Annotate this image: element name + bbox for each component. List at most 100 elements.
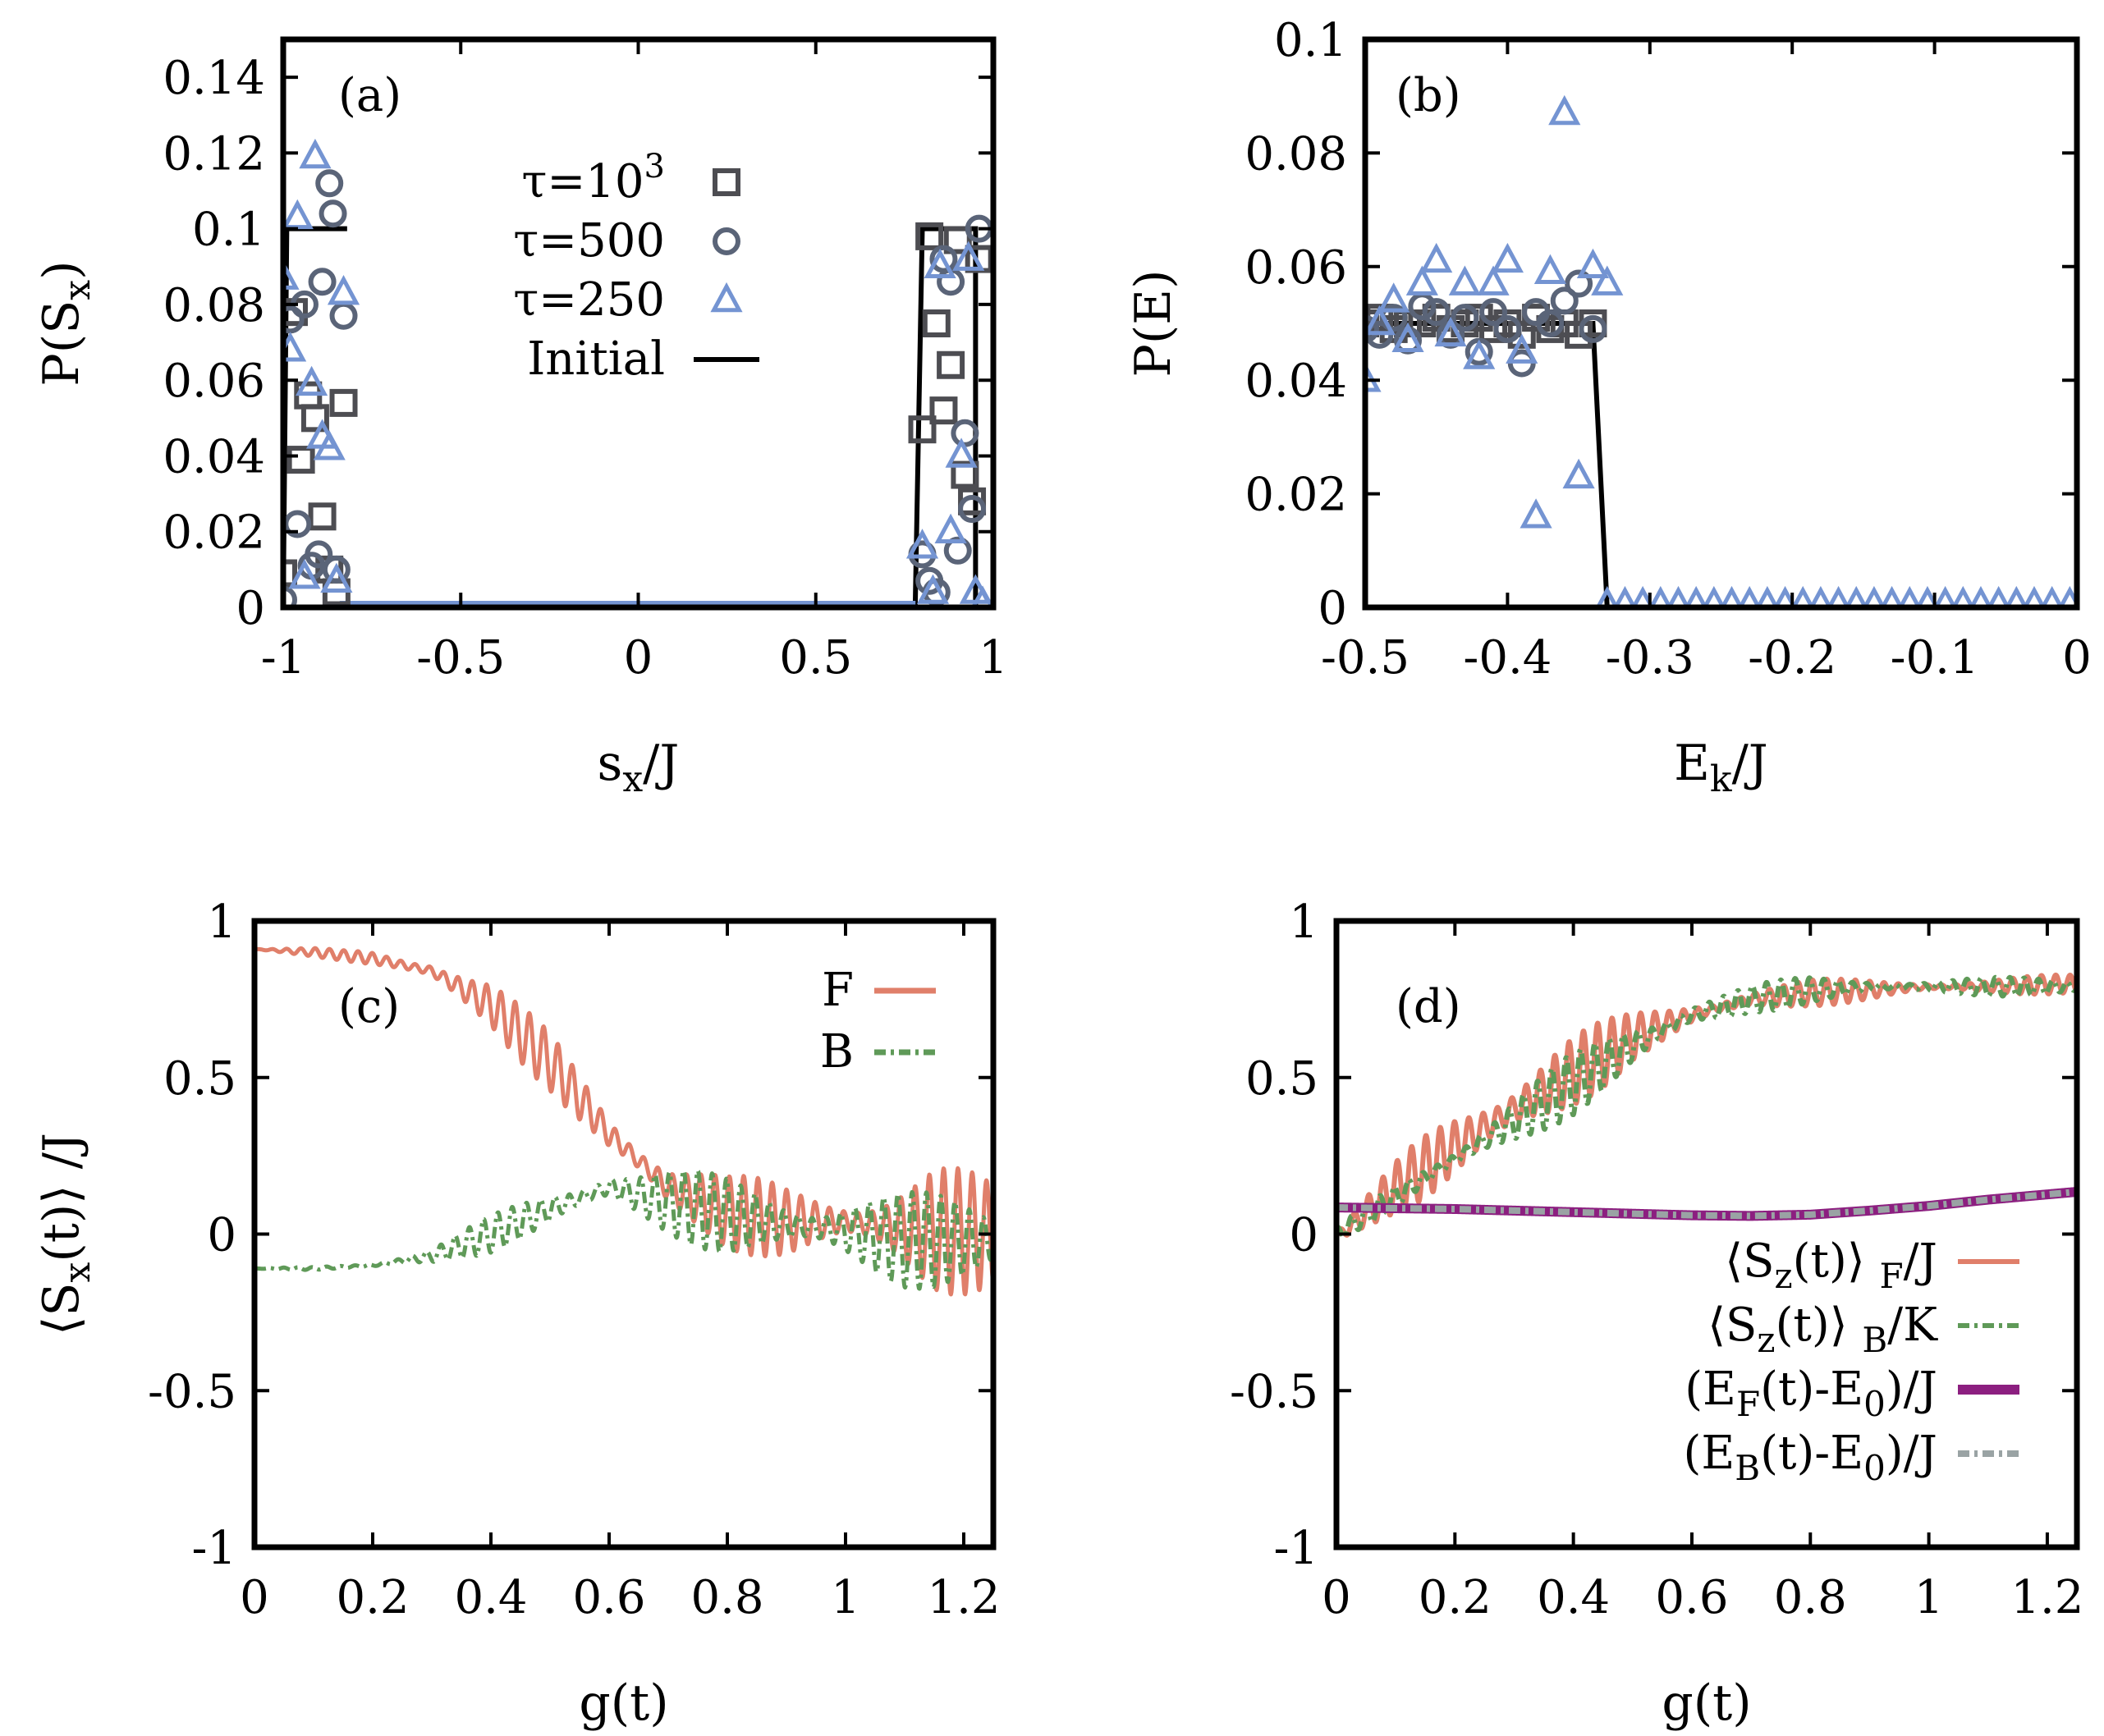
series-line xyxy=(254,1168,993,1291)
data-point xyxy=(1391,322,1424,353)
y-tick-label: 0.04 xyxy=(1245,355,1347,408)
data-point xyxy=(1491,242,1524,273)
y-axis-label: P(E) xyxy=(1125,270,1182,378)
y-tick-label: 0.04 xyxy=(163,430,265,483)
data-point xyxy=(320,562,353,593)
data-point xyxy=(283,259,300,290)
x-tick-label: 0 xyxy=(240,1571,269,1624)
zero-marker xyxy=(1648,585,1672,607)
y-tick-label: 0.1 xyxy=(192,204,265,257)
data-point xyxy=(1493,314,1522,343)
y-tick-label: 0.14 xyxy=(163,52,265,105)
data-point xyxy=(308,502,337,531)
data-point xyxy=(283,199,314,230)
data-point xyxy=(929,396,958,425)
legend-swatch xyxy=(713,227,740,255)
data-point xyxy=(943,226,972,254)
y-tick-label: 0.02 xyxy=(1245,469,1347,522)
x-tick-label: -0.1 xyxy=(1891,631,1979,685)
legend: ⟨Sz(t)⟩ F/J⟨Sz(t)⟩ B/K(EF(t)-E0)/J(EB(t)… xyxy=(1683,1234,2019,1488)
x-tick-label: -1 xyxy=(261,631,306,685)
data-point xyxy=(308,268,337,296)
plot-frame xyxy=(251,918,997,1550)
series-triangle xyxy=(1365,94,1624,529)
data-point xyxy=(1377,282,1410,313)
y-tick-label: 0 xyxy=(1318,582,1347,635)
x-tick-label: -0.5 xyxy=(416,631,505,685)
x-tick-label: 0.6 xyxy=(1655,1571,1728,1624)
y-tick-label: -0.5 xyxy=(148,1365,236,1418)
zero-marker xyxy=(1845,585,1868,607)
plot-frame xyxy=(1333,918,2080,1550)
data-point xyxy=(313,430,346,460)
y-axis-label: ⟨Sx(t)⟩ /J xyxy=(33,1133,99,1335)
x-tick-label: 1.2 xyxy=(2010,1571,2083,1624)
data-point xyxy=(1565,269,1593,298)
panel-c: 0 0.2 0.4 0.6 0.8 1 1.2 -1 -0.5 0 0.5 1 g(t) ⟨Sx(t)⟩ … xyxy=(33,895,1001,1732)
x-tick-label: 1.2 xyxy=(927,1571,1000,1624)
legend-label: τ=103 xyxy=(521,148,665,208)
legend-label: B xyxy=(820,1025,854,1079)
data-point xyxy=(951,460,979,489)
data-point xyxy=(286,446,315,474)
data-point xyxy=(329,388,358,417)
legend-label: τ=250 xyxy=(513,273,665,327)
legend-label: ⟨Sz(t)⟩ B/K xyxy=(1707,1299,1938,1360)
x-axis-label: g(t) xyxy=(1662,1674,1751,1732)
zero-marker xyxy=(1738,585,1762,607)
zero-marker xyxy=(2022,585,2047,607)
data-point xyxy=(299,138,332,169)
y-tick-label: 1 xyxy=(1289,895,1318,949)
data-point xyxy=(922,309,951,337)
zero-marker xyxy=(1969,585,1993,607)
data-point xyxy=(937,350,965,379)
data-point xyxy=(1562,458,1595,489)
data-point xyxy=(283,559,297,588)
data-point xyxy=(315,169,344,198)
x-tick-label: -0.3 xyxy=(1606,631,1694,685)
y-tick-label: 0.08 xyxy=(1245,127,1347,181)
x-tick-label: 0 xyxy=(624,631,653,685)
x-tick-label: 1 xyxy=(1914,1571,1944,1624)
data-point xyxy=(970,585,993,607)
data-point xyxy=(1420,242,1453,273)
x-tick-label: 0.5 xyxy=(779,631,852,685)
zero-marker xyxy=(1791,585,1815,607)
panel-label: (c) xyxy=(338,980,400,1033)
x-tick-label: 0.2 xyxy=(1419,1571,1492,1624)
y-tick-label: 0.5 xyxy=(1245,1052,1318,1106)
legend-swatch xyxy=(713,168,740,196)
panel-b: -0.5 -0.4 -0.3 -0.2 -0.1 0 0 0.02 0.04 0.06 0.08 0.… xyxy=(1125,14,2092,800)
x-tick-label: -0.4 xyxy=(1463,631,1552,685)
y-tick-label: 0.08 xyxy=(163,279,265,332)
data-point xyxy=(908,415,937,444)
zero-marker xyxy=(1827,585,1850,607)
x-tick-label: -0.2 xyxy=(1748,631,1836,685)
data-point xyxy=(1576,248,1610,279)
zero-marker xyxy=(1862,585,1886,607)
zero-marker xyxy=(2040,585,2064,607)
panel-a: -1 -0.5 0 0.5 1 0 0.02 0.04 0.06 0.08 0.1 0.12 0.14 s… xyxy=(33,36,1008,800)
data-point xyxy=(1507,320,1536,349)
data-point xyxy=(916,574,950,604)
y-tick-label: -0.5 xyxy=(1230,1365,1318,1418)
data-point xyxy=(1405,265,1438,295)
data-point xyxy=(300,404,329,433)
data-point xyxy=(1448,265,1481,295)
x-tick-label: 0.8 xyxy=(1774,1571,1847,1624)
initial-line xyxy=(1365,321,2077,607)
zero-marker xyxy=(1702,585,1726,607)
y-tick-label: 0 xyxy=(236,582,265,635)
zero-marker xyxy=(1880,585,1904,607)
zero-marker xyxy=(2005,585,2028,607)
zero-marker xyxy=(1987,585,2010,607)
data-point xyxy=(958,495,987,524)
data-point xyxy=(329,301,358,330)
plot-area xyxy=(283,138,993,607)
y-tick-label: 0.5 xyxy=(163,1052,236,1106)
data-point xyxy=(915,222,944,250)
zero-marker xyxy=(1755,585,1779,607)
zero-marker xyxy=(1685,585,1708,607)
plot-frame xyxy=(280,36,997,611)
legend-label: (EF(t)-E0)/J xyxy=(1685,1363,1937,1424)
